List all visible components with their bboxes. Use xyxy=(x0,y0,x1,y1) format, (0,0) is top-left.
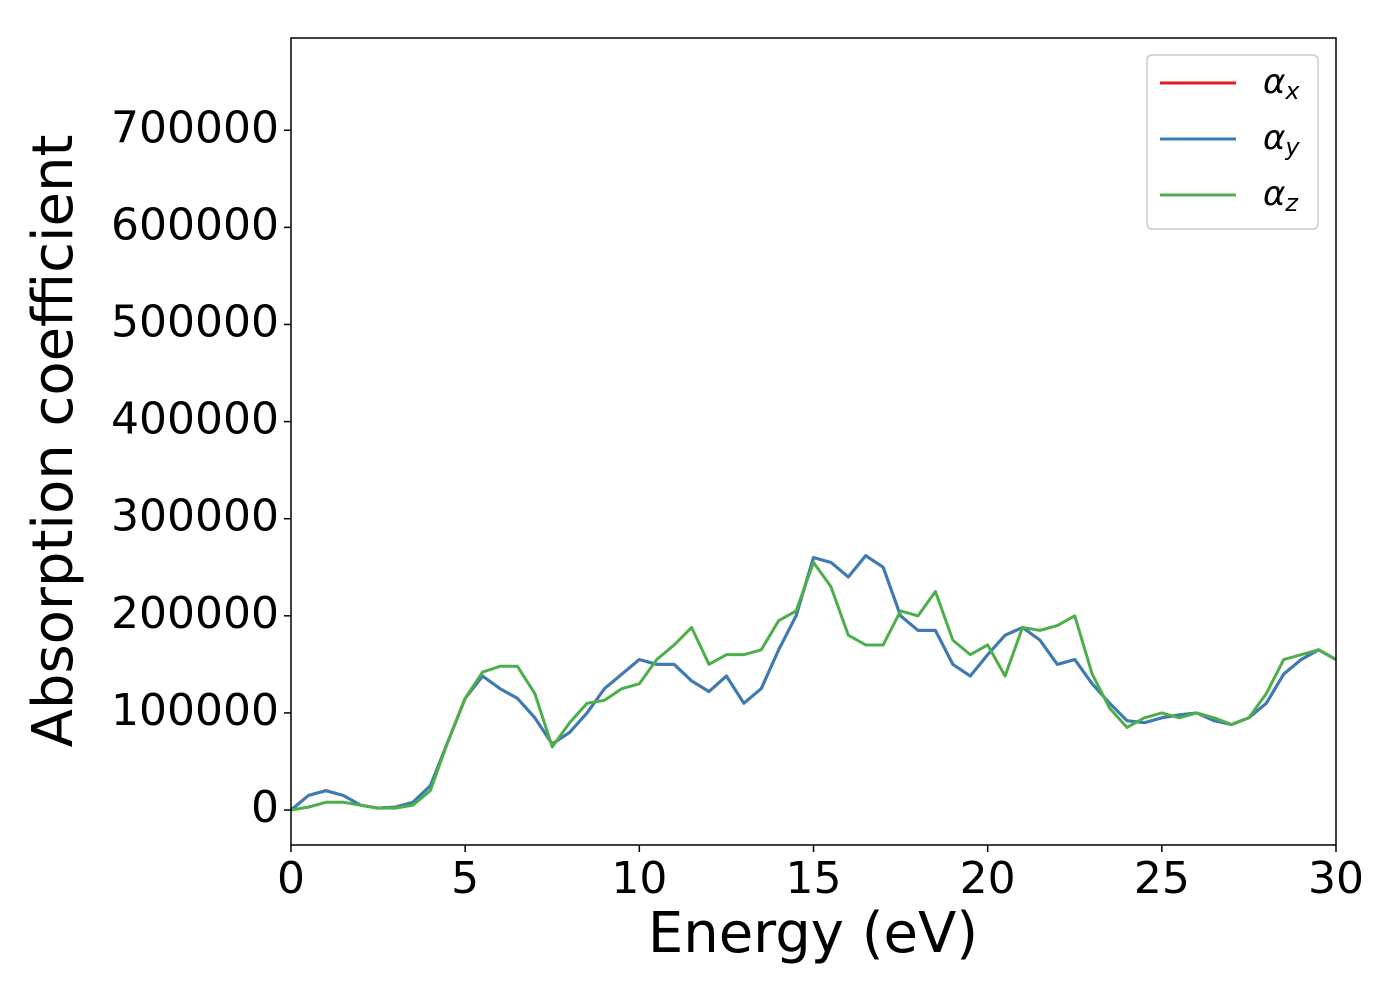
y-axis-label: Absorption coefficient xyxy=(21,135,86,748)
x-tick-label: 0 xyxy=(277,853,305,904)
y-tick-label: 200000 xyxy=(111,588,279,639)
y-tick-label: 500000 xyxy=(111,296,279,347)
y-tick-label: 100000 xyxy=(111,685,279,736)
y-tick-label: 400000 xyxy=(111,394,279,445)
series-line xyxy=(290,554,1337,812)
series-line xyxy=(290,554,1337,812)
y-tick-label: 300000 xyxy=(111,491,279,542)
legend-label: αz xyxy=(1263,174,1299,218)
x-tick-label: 5 xyxy=(451,853,479,904)
x-tick-label: 25 xyxy=(1134,853,1190,904)
x-tick-label: 15 xyxy=(786,853,842,904)
x-axis-label: Energy (eV) xyxy=(648,901,978,966)
x-tick-label: 20 xyxy=(960,853,1016,904)
x-tick-label: 30 xyxy=(1308,853,1364,904)
y-tick-label: 600000 xyxy=(111,199,279,250)
series-line xyxy=(290,560,1337,812)
y-tick-label: 0 xyxy=(251,782,279,833)
legend-label: αy xyxy=(1263,118,1300,162)
legend-label: αx xyxy=(1263,62,1300,106)
x-tick-label: 10 xyxy=(611,853,667,904)
y-tick-label: 700000 xyxy=(111,102,279,153)
plot-frame xyxy=(290,37,1337,846)
legend-box xyxy=(1146,54,1319,230)
